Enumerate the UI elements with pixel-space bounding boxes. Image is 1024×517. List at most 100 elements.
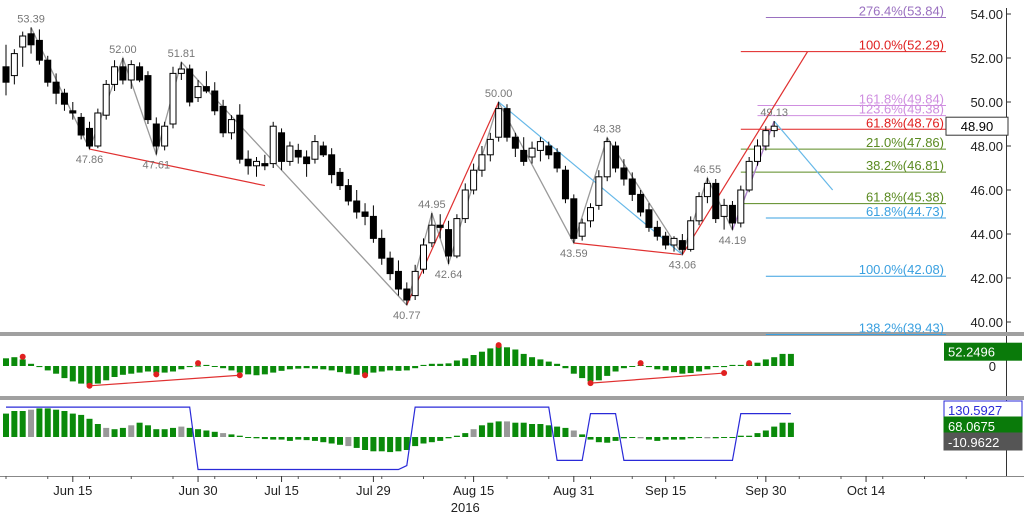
swing-label: 43.59 <box>560 248 588 260</box>
candle-body <box>662 235 670 246</box>
indicator-2-bar <box>537 424 544 437</box>
candle-body <box>587 207 594 222</box>
candle-body <box>211 90 219 112</box>
indicator-2-bar <box>420 437 427 444</box>
fib-level-label: 21.0%(47.86) <box>866 135 944 150</box>
indicator-2-bar <box>303 437 310 441</box>
indicator-1-bar <box>111 366 118 377</box>
trend-line <box>406 101 500 306</box>
indicator-1-bar <box>512 349 519 366</box>
candle-body <box>495 108 503 138</box>
indicator-2-bar <box>787 422 794 437</box>
candle-body <box>486 138 494 156</box>
indicator-1-bar <box>737 364 744 366</box>
candle-body <box>386 257 394 275</box>
price-panel: 40.00 42.00 44.00 46.00 48.00 50.00 52.00 54.00… <box>0 4 1024 476</box>
indicator-2-bar <box>220 433 227 437</box>
candle-body <box>461 189 469 220</box>
indicator-1-bar <box>387 366 394 371</box>
indicator-1-bar <box>754 362 761 366</box>
indicator-1-dot <box>637 360 644 367</box>
candle-body <box>653 226 661 237</box>
indicator-2-bar <box>478 425 485 437</box>
indicator-2-bar <box>762 430 769 437</box>
indicator-1-bar <box>36 366 43 368</box>
candle-body <box>35 39 43 61</box>
indicator-1-bar <box>420 364 427 366</box>
candle-body <box>77 116 85 136</box>
indicator-2-bar <box>554 426 561 437</box>
candle-body <box>19 35 27 48</box>
indicator-2-value-label: 130.5927 <box>948 403 1002 418</box>
indicator-1-bar <box>186 366 193 368</box>
indicator-2-bar <box>44 408 51 437</box>
indicator-1-bar <box>687 366 694 374</box>
fib-level-label: 123.6%(49.38) <box>859 102 944 117</box>
indicator-2-bar <box>437 437 444 441</box>
indicator-1-bar <box>103 366 110 381</box>
indicator-2-bar <box>771 426 778 437</box>
indicator-2-bar <box>353 437 360 448</box>
indicator-2-bar <box>211 431 218 437</box>
indicator-1-bar <box>161 366 168 373</box>
indicator-2-bar <box>328 437 335 444</box>
indicator-2-bar <box>370 437 377 452</box>
indicator-2-bar <box>119 427 126 437</box>
indicator-1-bar <box>787 353 794 366</box>
candle-body <box>244 158 252 167</box>
indicator-2-bar <box>11 411 18 437</box>
indicator-1-bar <box>654 366 661 370</box>
swing-label: 40.77 <box>393 310 421 322</box>
indicator-2-bar <box>311 437 318 441</box>
candle-body <box>152 123 160 147</box>
candle-body <box>361 211 369 217</box>
indicator-1-bar <box>86 366 93 385</box>
candle-body <box>144 75 152 121</box>
indicator-1-bar <box>303 366 310 369</box>
candle-body <box>436 224 444 228</box>
candle-body <box>303 156 311 165</box>
indicator-1-bar <box>529 357 536 366</box>
indicator-1-dot <box>86 382 93 389</box>
indicator-2-bar <box>36 408 43 437</box>
candle-body <box>570 198 578 239</box>
indicator-1-bar <box>428 363 435 366</box>
indicator-1-bar <box>178 366 185 370</box>
fib-level-label: 100.0%(52.29) <box>859 38 944 53</box>
indicator-1-bar <box>11 357 18 366</box>
indicator-1-bar <box>228 366 235 371</box>
trend-line <box>681 51 809 255</box>
candle-body <box>219 105 227 134</box>
indicator-1-bar <box>128 366 135 374</box>
candle-body <box>678 240 686 250</box>
indicator-1-bar <box>520 353 527 366</box>
indicator-1-bar <box>612 366 619 372</box>
indicator-2-bar <box>687 437 694 439</box>
candle-body <box>720 204 728 217</box>
indicator-2-bar <box>78 414 85 437</box>
swing-label: 47.86 <box>76 154 104 166</box>
indicator-1-bar <box>378 366 385 372</box>
indicator-2-bar <box>671 437 677 440</box>
candle-body <box>420 244 427 270</box>
indicator-2-bar <box>587 437 594 440</box>
candle-body <box>369 215 377 239</box>
indicator-2-bar <box>712 437 719 439</box>
candle-body <box>770 125 778 132</box>
indicator-1-bar <box>253 366 260 376</box>
indicator-2-bar <box>395 437 402 452</box>
candle-body <box>511 136 519 149</box>
fib-level-label: 61.8%(44.73) <box>866 204 944 219</box>
indicator-1-bar <box>44 366 51 371</box>
candle-body <box>278 132 286 162</box>
candle-body <box>111 66 119 85</box>
indicator-2-bar <box>144 425 151 437</box>
indicator-1-bar <box>671 366 677 373</box>
swing-label: 49.13 <box>760 107 788 119</box>
swing-label: 42.64 <box>435 269 463 281</box>
fib-level-label: 276.4%(53.84) <box>859 4 944 19</box>
candle-body <box>762 130 770 147</box>
indicator-2-bar <box>729 437 736 438</box>
x-tick-label: Jun 15 <box>53 483 92 498</box>
trend-line <box>573 242 683 256</box>
